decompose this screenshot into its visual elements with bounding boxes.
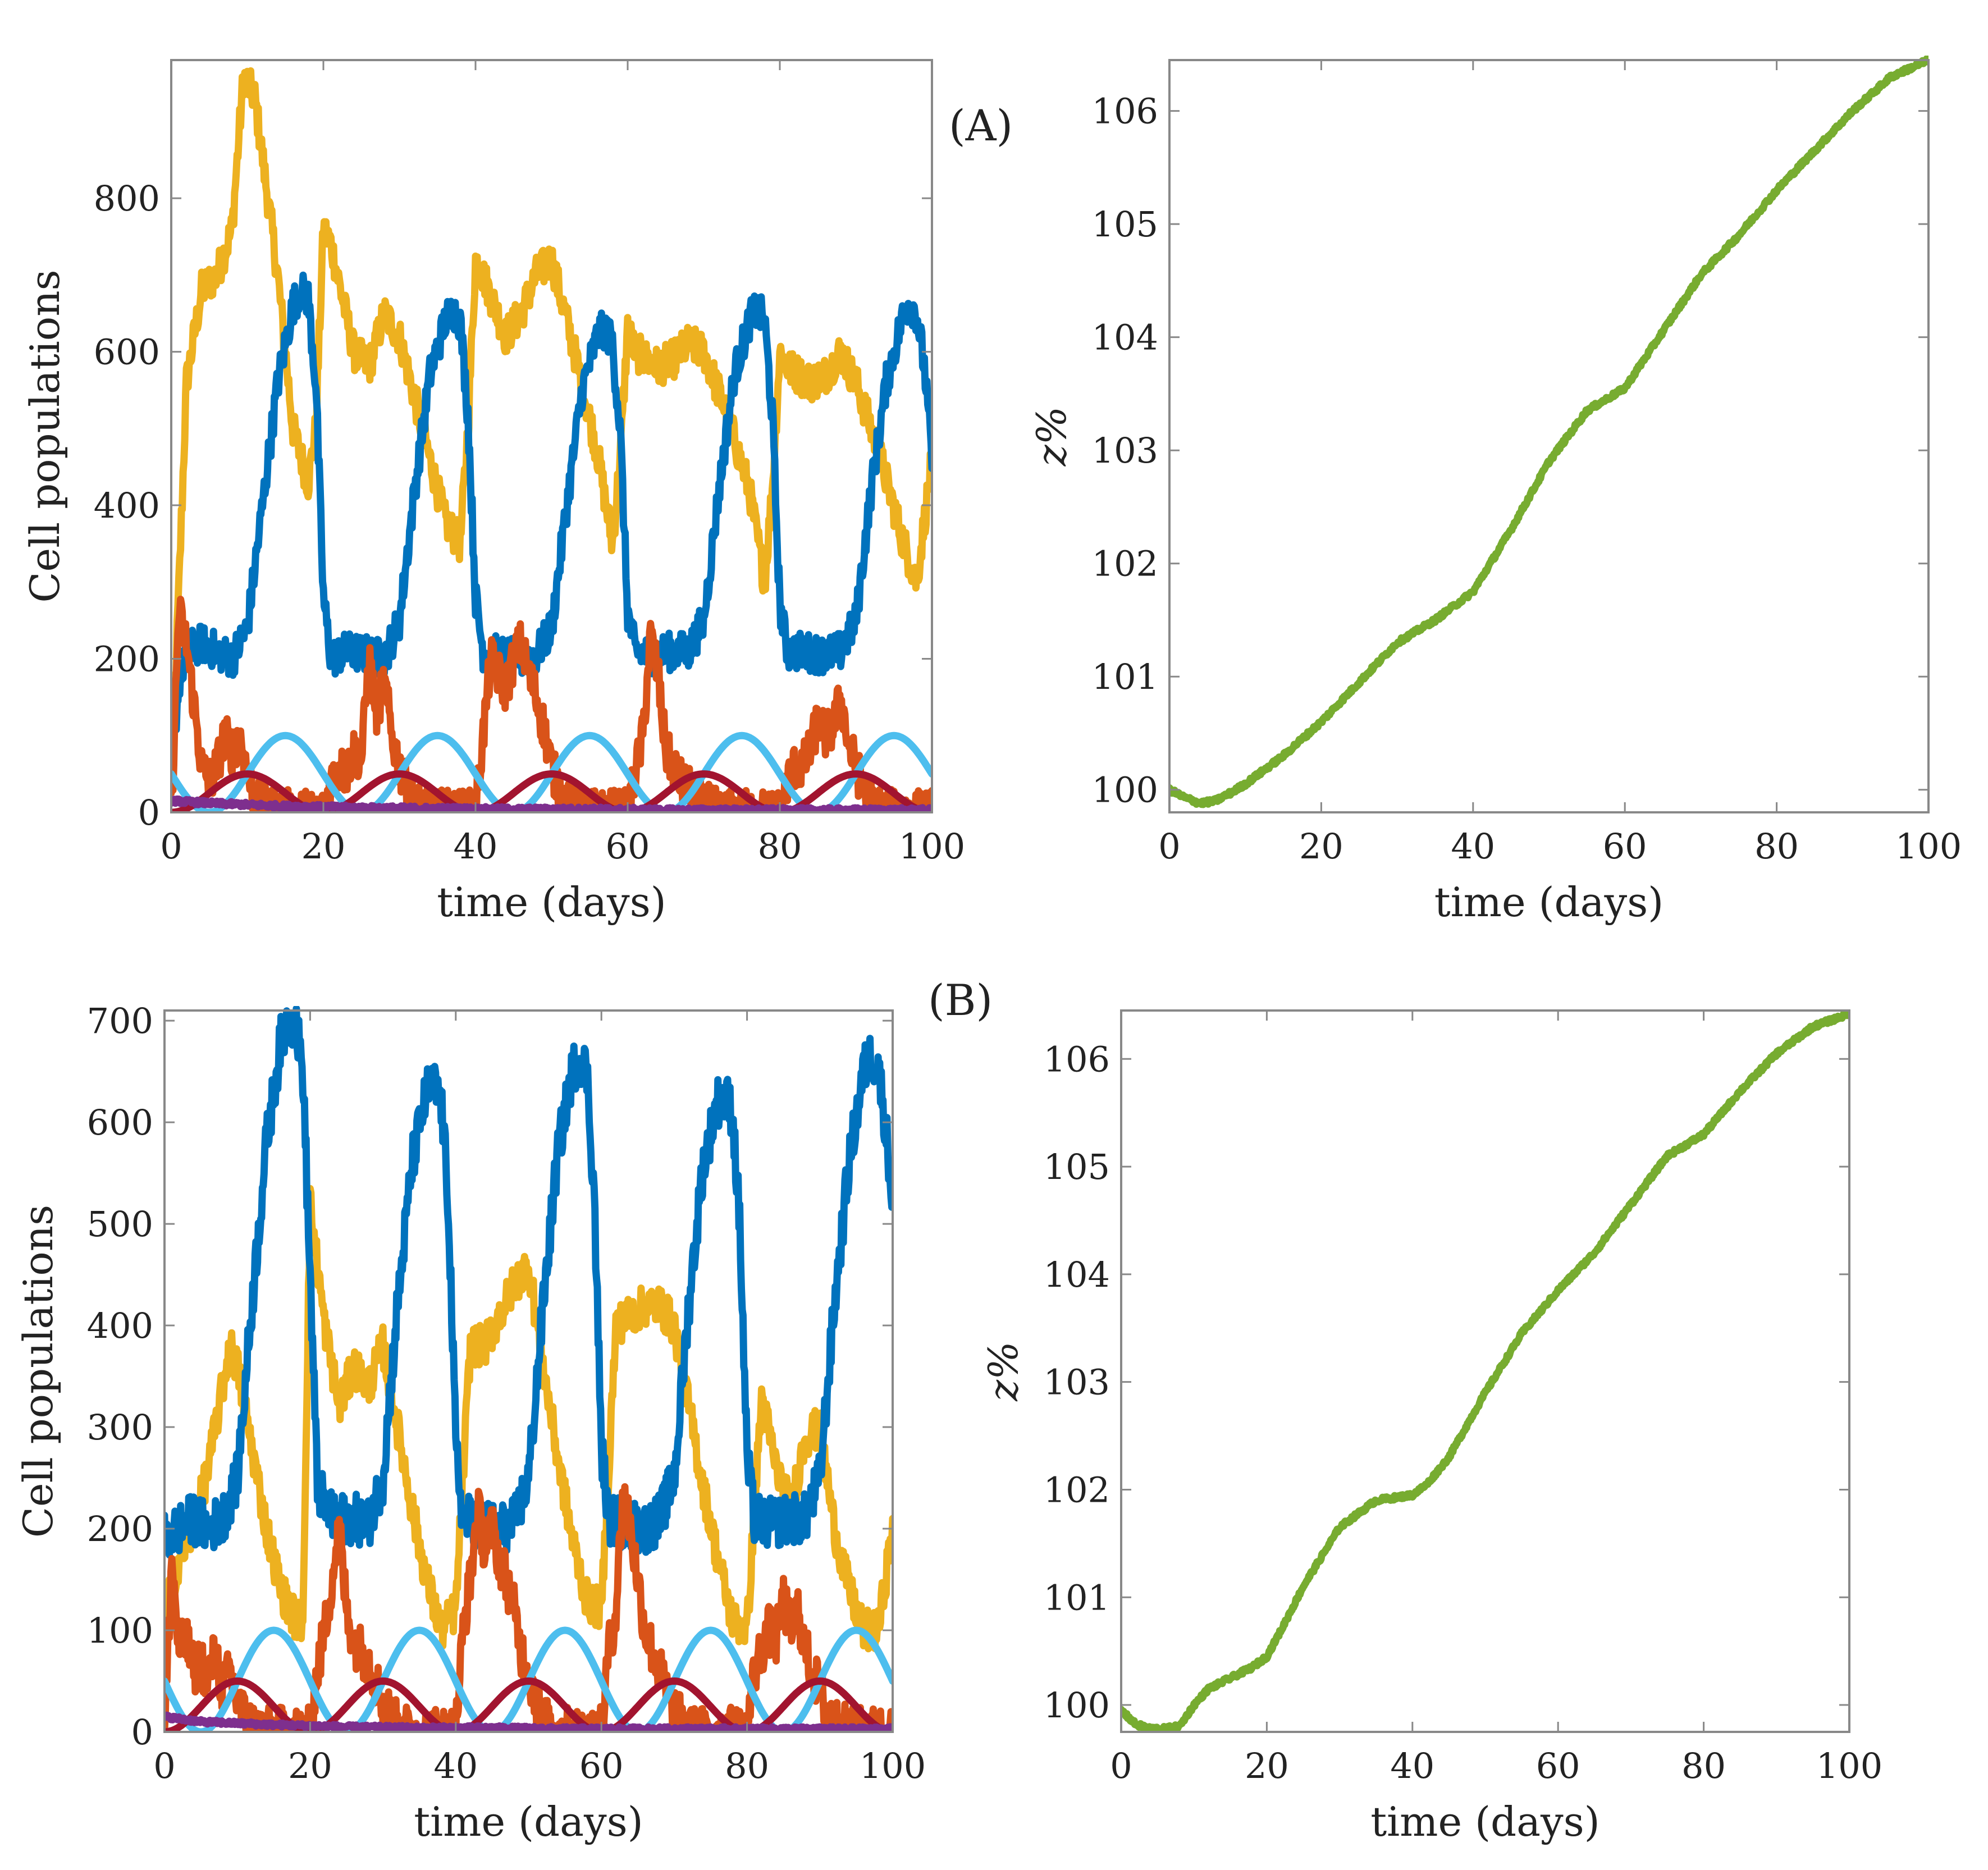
series-line-purple xyxy=(171,795,932,812)
y-tick-label: 300 xyxy=(87,1407,153,1448)
y-tick-label: 100 xyxy=(1092,770,1158,811)
x-tick-label: 0 xyxy=(1110,1745,1132,1786)
x-tick-label: 20 xyxy=(1299,826,1343,867)
y-tick-label: 700 xyxy=(87,1000,153,1041)
series-line-blue xyxy=(164,1006,893,1559)
panel-label-a: (A) xyxy=(949,100,1013,150)
series-line-z xyxy=(1169,56,1928,808)
x-tick-label: 60 xyxy=(1536,1745,1580,1786)
x-tick-label: 80 xyxy=(1754,826,1799,867)
y-tick-label: 103 xyxy=(1092,430,1158,471)
series-line-z xyxy=(1121,1009,1849,1732)
y-tick-label: 800 xyxy=(94,178,160,219)
x-tick-label: 20 xyxy=(1245,1745,1289,1786)
y-tick-label: 105 xyxy=(1092,204,1158,245)
y-tick-label: 101 xyxy=(1092,656,1158,697)
y-tick-label: 400 xyxy=(94,485,160,526)
y-axis-label: Cell populations xyxy=(15,1205,62,1538)
x-tick-label: 80 xyxy=(1681,1745,1726,1786)
y-tick-label: 102 xyxy=(1044,1469,1110,1510)
chart-B-left: 0 20 40 60 80 100 0 100 200 300 400 500 600 700 time (… xyxy=(15,1000,926,1845)
x-tick-label: 80 xyxy=(758,826,802,867)
y-tick-label: 500 xyxy=(87,1204,153,1245)
y-tick-label: 600 xyxy=(87,1102,153,1143)
chart-B-right: 0 20 40 60 80 100 100 101 102 103 104 105 106 time (d… xyxy=(980,1009,1882,1845)
plot-frame xyxy=(1120,1009,1850,1733)
x-tick-label: 100 xyxy=(1895,826,1962,867)
x-tick-label: 60 xyxy=(1603,826,1647,867)
x-tick-label: 40 xyxy=(1451,826,1495,867)
x-axis-label: time (days) xyxy=(1434,879,1664,926)
y-tick-label: 103 xyxy=(1044,1362,1110,1403)
series-group xyxy=(1121,1009,1849,1732)
y-tick-label: 0 xyxy=(131,1712,153,1753)
y-tick-label: 105 xyxy=(1044,1146,1110,1187)
x-tick-label: 40 xyxy=(454,826,498,867)
x-axis-label: time (days) xyxy=(437,879,666,926)
x-tick-label: 60 xyxy=(606,826,650,867)
y-axis-label: z% xyxy=(980,1341,1027,1401)
y-tick-label: 104 xyxy=(1044,1254,1110,1295)
y-tick-label: 101 xyxy=(1044,1577,1110,1618)
x-tick-label: 60 xyxy=(579,1745,624,1786)
y-tick-label: 106 xyxy=(1044,1039,1110,1080)
x-tick-label: 100 xyxy=(1816,1745,1882,1786)
x-tick-label: 100 xyxy=(899,826,965,867)
series-line-maroon xyxy=(164,1677,893,1732)
y-tick-label: 100 xyxy=(1044,1685,1110,1726)
y-tick-label: 102 xyxy=(1092,543,1158,584)
series-group xyxy=(1169,56,1928,808)
chart-A-left: 0 20 40 60 80 100 0 200 400 600 800 time (days) Cell… xyxy=(21,59,965,926)
plot-frame xyxy=(163,1009,894,1733)
y-tick-label: 200 xyxy=(94,639,160,680)
x-tick-label: 40 xyxy=(433,1745,478,1786)
y-tick-label: 600 xyxy=(94,332,160,373)
y-axis-label: Cell populations xyxy=(21,269,68,602)
series-line-purple xyxy=(164,1711,893,1732)
series-line-blue xyxy=(171,271,932,764)
x-tick-label: 0 xyxy=(153,1745,175,1786)
y-tick-label: 100 xyxy=(87,1610,153,1651)
series-group xyxy=(171,67,932,812)
x-tick-label: 0 xyxy=(160,826,182,867)
x-tick-label: 100 xyxy=(860,1745,926,1786)
y-tick-label: 200 xyxy=(87,1508,153,1549)
x-tick-label: 20 xyxy=(288,1745,332,1786)
y-tick-label: 0 xyxy=(138,792,160,833)
y-tick-label: 400 xyxy=(87,1305,153,1346)
chart-A-right: 0 20 40 60 80 100 100 101 102 103 104 105 106 time (d… xyxy=(1028,56,1962,926)
series-group xyxy=(164,1006,893,1732)
y-axis-label: z% xyxy=(1028,406,1075,467)
x-axis-label: time (days) xyxy=(1370,1798,1600,1845)
x-axis-label: time (days) xyxy=(414,1798,643,1845)
x-tick-label: 0 xyxy=(1158,826,1180,867)
plot-frame xyxy=(1168,59,1930,813)
series-line-orange xyxy=(171,596,932,812)
y-tick-label: 106 xyxy=(1092,91,1158,132)
x-tick-label: 40 xyxy=(1390,1745,1434,1786)
series-line-yellow xyxy=(171,67,932,795)
x-tick-label: 20 xyxy=(301,826,346,867)
series-line-yellow xyxy=(164,1185,893,1653)
panel-label-b: (B) xyxy=(928,975,993,1025)
y-tick-label: 104 xyxy=(1092,317,1158,358)
plot-frame xyxy=(170,59,933,813)
x-tick-label: 80 xyxy=(725,1745,769,1786)
